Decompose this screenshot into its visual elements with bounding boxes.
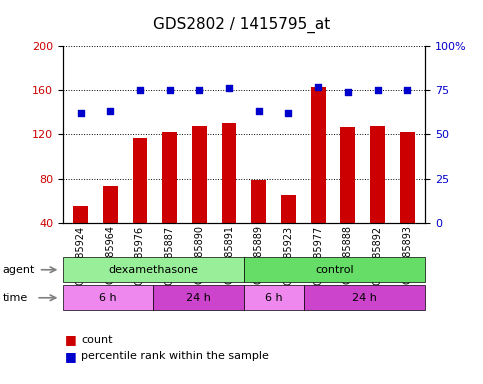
Bar <box>192 126 207 267</box>
Text: ■: ■ <box>65 333 77 346</box>
Point <box>403 87 411 93</box>
Text: time: time <box>2 293 28 303</box>
Text: GDS2802 / 1415795_at: GDS2802 / 1415795_at <box>153 17 330 33</box>
Text: agent: agent <box>2 265 35 275</box>
Bar <box>341 127 355 267</box>
Point <box>284 110 292 116</box>
Bar <box>103 186 118 267</box>
Point <box>225 85 233 91</box>
Text: 24 h: 24 h <box>352 293 377 303</box>
Text: 24 h: 24 h <box>186 293 211 303</box>
Bar <box>162 132 177 267</box>
Bar <box>400 132 414 267</box>
Bar <box>311 87 326 267</box>
Bar <box>132 138 147 267</box>
Point <box>255 108 263 114</box>
Point <box>314 84 322 90</box>
Point <box>196 87 203 93</box>
Text: percentile rank within the sample: percentile rank within the sample <box>81 351 269 361</box>
Bar <box>251 180 266 267</box>
Bar <box>281 195 296 267</box>
Text: control: control <box>315 265 354 275</box>
Text: count: count <box>81 335 113 345</box>
Text: 6 h: 6 h <box>99 293 117 303</box>
Point <box>166 87 173 93</box>
Text: ■: ■ <box>65 350 77 363</box>
Text: 6 h: 6 h <box>265 293 283 303</box>
Point <box>106 108 114 114</box>
Bar <box>222 123 237 267</box>
Bar <box>370 126 385 267</box>
Point <box>344 89 352 95</box>
Point <box>77 110 85 116</box>
Point <box>374 87 382 93</box>
Point <box>136 87 144 93</box>
Text: dexamethasone: dexamethasone <box>108 265 199 275</box>
Bar <box>73 206 88 267</box>
